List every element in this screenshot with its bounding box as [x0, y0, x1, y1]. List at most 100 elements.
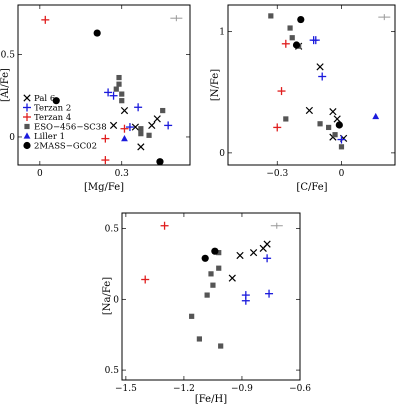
data-point-terzan4: [273, 123, 282, 132]
data-point-terzan2: [265, 289, 274, 298]
x-axis-label: [Mg/Fe]: [84, 182, 124, 193]
y-tick-label: 0.5: [1, 50, 16, 60]
data-point-terzan2: [318, 72, 327, 81]
data-point-pal6: [249, 249, 258, 257]
data-point-gc02: [52, 97, 60, 105]
data-point-terzan2: [125, 123, 134, 132]
y-tick-label: 0: [219, 149, 225, 159]
legend-marker-gc02: [23, 141, 31, 150]
data-point-eso456: [204, 292, 210, 298]
data-point-gc02: [211, 247, 219, 255]
data-point-gc02: [93, 29, 101, 37]
y-tick-label: 0: [9, 133, 15, 143]
data-point-eso456: [287, 25, 293, 31]
x-tick-label: 0.3: [115, 169, 130, 179]
data-point-pal6: [228, 274, 236, 282]
data-point-eso456: [283, 116, 289, 122]
legend-label: Liller 1: [34, 132, 65, 142]
data-point-gc02: [297, 15, 305, 24]
x-axis-label: [Fe/H]: [195, 394, 227, 405]
x-axis-label: [C/Fe]: [296, 182, 327, 193]
y-tick-label: 0.5: [105, 225, 120, 235]
legend-label: Terzan 2: [34, 104, 71, 114]
data-point-terzan4: [41, 15, 50, 24]
legend-label: Pal 6: [34, 94, 55, 104]
x-tick-label: −0.3: [266, 169, 288, 179]
data-point-gc02: [156, 158, 164, 166]
data-point-pal6: [329, 108, 337, 116]
axis-ticks: −1.5 −1.2 −0.9 −0.6 0.5 0 0.5: [105, 213, 311, 394]
data-point-gc02: [335, 121, 343, 129]
legend-marker-terzan2: [23, 103, 31, 112]
x-tick-label: −0.6: [289, 384, 311, 394]
data-point-pal6: [333, 115, 341, 123]
data-points: [41, 15, 173, 166]
data-point-terzan4: [281, 39, 290, 48]
y-tick-label: 0: [113, 295, 119, 305]
data-point-pal6: [131, 123, 140, 131]
data-point-terzan2: [241, 296, 250, 305]
data-point-terzan4: [101, 156, 110, 165]
data-point-terzan2: [109, 91, 118, 100]
y-tick-label: 0.5: [105, 366, 120, 376]
data-point-gc02: [201, 254, 209, 262]
data-point-pal6: [120, 106, 129, 115]
legend-item-terzan2: Terzan 2: [23, 103, 71, 114]
legend-label: Terzan 4: [34, 113, 71, 123]
data-point-eso456: [119, 98, 125, 104]
legend-item-gc02: 2MASS−GC02: [23, 142, 97, 152]
y-tick-label: 1: [219, 28, 225, 38]
legend-marker-pal6: [23, 94, 31, 102]
y-axis-label: [N/Fe]: [210, 69, 221, 101]
data-point-pal6: [137, 143, 145, 151]
data-point-terzan2: [104, 88, 113, 97]
legend-item-liller1: Liller 1: [23, 132, 65, 142]
x-tick-label: −1.5: [115, 384, 137, 394]
plot-frame: [17, 4, 191, 166]
data-point-eso456: [119, 91, 125, 97]
data-point-terzan4: [101, 134, 110, 143]
y-axis-label: [Al/Fe]: [0, 68, 11, 102]
data-point-terzan4: [141, 275, 150, 284]
data-point-terzan4: [160, 221, 169, 230]
data-points: [141, 221, 274, 349]
data-point-liller1: [121, 135, 128, 142]
data-point-eso456: [338, 144, 345, 150]
data-point-eso456: [326, 124, 332, 131]
legend-marker-eso456: [24, 123, 30, 130]
data-point-terzan2: [263, 254, 272, 263]
data-point-pal6: [109, 121, 118, 130]
legend-item-eso456: ESO−456−SC38: [24, 123, 107, 133]
data-point-terzan2: [164, 121, 173, 130]
data-point-eso456: [208, 271, 214, 277]
x-tick-label: 0: [37, 169, 43, 179]
data-point-eso456: [332, 132, 338, 138]
data-point-terzan4: [120, 124, 129, 133]
data-point-eso456: [138, 126, 144, 132]
data-point-pal6: [153, 115, 161, 123]
error-bar: [170, 15, 183, 22]
x-tick-label: −1.2: [173, 384, 195, 394]
data-point-eso456: [138, 131, 144, 137]
plot-frame: [227, 4, 396, 166]
data-point-eso456: [189, 313, 195, 319]
axis-ticks: 0 0.3 0 0.5: [1, 5, 190, 179]
data-point-pal6: [259, 244, 267, 253]
data-point-terzan4: [277, 87, 286, 96]
legend-marker-terzan4: [23, 113, 31, 121]
legend-item-pal6: Pal 6: [23, 94, 55, 104]
data-point-eso456: [268, 13, 274, 19]
x-tick-label: 0: [339, 169, 345, 179]
data-point-pal6: [305, 106, 313, 115]
data-points: [268, 13, 380, 150]
y-axis-label: [Na/Fe]: [102, 277, 113, 315]
legend-label: ESO−456−SC38: [34, 123, 107, 133]
data-point-eso456: [196, 336, 202, 342]
panel-n-c: [C/Fe] [N/Fe] −0.3 0 0 1: [210, 4, 396, 193]
legend-marker-liller1: [23, 132, 31, 139]
data-point-pal6: [148, 121, 156, 130]
data-point-eso456: [146, 132, 152, 138]
data-point-eso456: [116, 74, 122, 81]
data-point-eso456: [116, 81, 122, 87]
